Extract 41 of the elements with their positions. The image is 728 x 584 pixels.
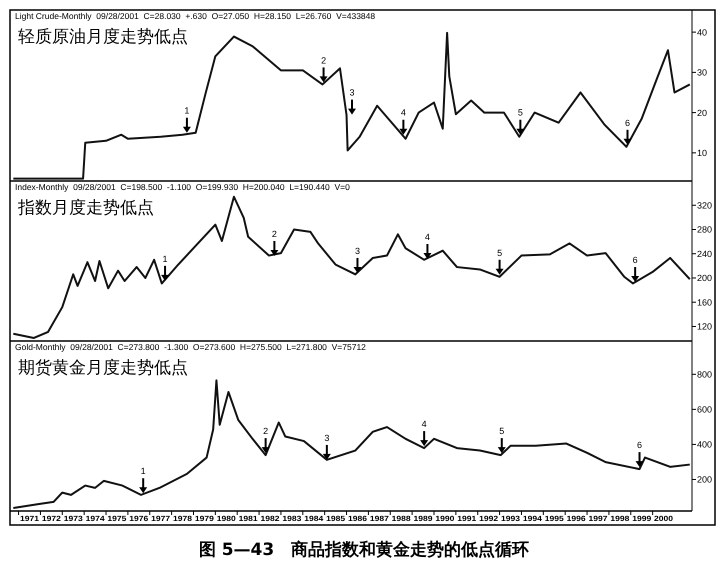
annotation: 4 <box>424 232 430 242</box>
y-tick-label: 20 <box>697 108 708 118</box>
y-tick-label: 200 <box>697 273 712 284</box>
y-tick-label: 240 <box>697 248 712 259</box>
annotation: 1 <box>184 106 190 116</box>
annotation: 2 <box>321 55 326 66</box>
y-tick-label: 10 <box>697 148 708 158</box>
annotation: 2 <box>272 228 277 239</box>
y-tick-label: 400 <box>697 440 712 450</box>
y-tick-label: 280 <box>697 224 712 235</box>
text: 轻质原油月度走势低点 <box>18 27 188 46</box>
line-series <box>12 196 691 339</box>
y-tick-label: 30 <box>697 68 708 78</box>
y-tick-label: 320 <box>697 200 712 210</box>
line-series <box>12 379 691 510</box>
annotation: 5 <box>497 248 502 258</box>
y-tick-label: 600 <box>697 404 712 414</box>
chart-title: Light Crude-Monthly 09/28/2001 C=28.030 +.630 O=27.050 H=28.150 L=26.760 V=433848 <box>15 11 376 21</box>
annotation: 3 <box>324 432 330 443</box>
text: 指数月度走势低点 <box>17 198 154 217</box>
annotation: 2 <box>263 426 268 436</box>
annotation: 5 <box>518 108 523 118</box>
annotation: 1 <box>162 254 168 264</box>
y-tick-label: 160 <box>697 297 712 308</box>
y-tick-label: 800 <box>697 369 712 380</box>
annotation: 3 <box>354 246 360 256</box>
chart-title: Index-Monthly 09/28/2001 C=198.500 -1.100 O=199.930 H=200.040 L=190.440 V=0 <box>15 182 350 192</box>
annotation: 4 <box>422 419 427 430</box>
caption: 图 5—43 商品指数和黄金走势的低点循环 <box>198 540 530 560</box>
annotation: 4 <box>400 108 406 118</box>
annotation: 1 <box>140 466 146 476</box>
annotation: 6 <box>637 440 642 450</box>
y-tick-label: 40 <box>697 27 708 38</box>
text: 期货黄金月度走势低点 <box>18 358 188 377</box>
annotation: 6 <box>624 118 630 128</box>
y-tick-label: 200 <box>697 474 712 485</box>
annotation: 5 <box>499 426 504 436</box>
y-tick-label: 120 <box>697 322 712 332</box>
annotation: 6 <box>632 255 638 266</box>
annotation: 3 <box>349 88 355 98</box>
chart-title: Gold-Monthly 09/28/2001 C=273.800 -1.300 O=273.600 H=275.500 L=271.800 V=75712 <box>15 342 366 352</box>
